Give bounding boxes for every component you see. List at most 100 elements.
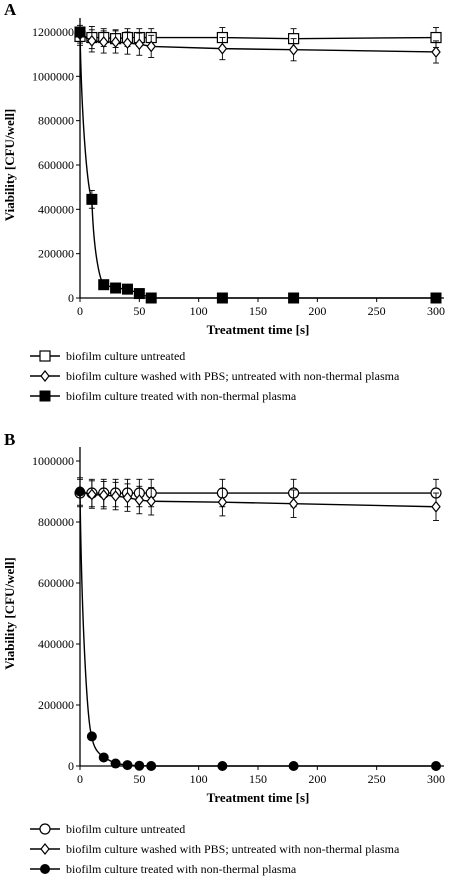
data-point (75, 486, 85, 497)
data-point (430, 292, 442, 304)
y-tick-label: 200000 (38, 247, 74, 261)
series-line (79, 35, 437, 40)
legend-swatch (30, 823, 60, 835)
y-tick-label: 600000 (38, 576, 74, 590)
legend-label: biofilm culture washed with PBS; untreat… (66, 841, 400, 856)
data-point (87, 34, 97, 47)
legend-item: biofilm culture washed with PBS; untreat… (30, 839, 399, 859)
y-axis-title: Viability [CFU/well] (2, 109, 17, 222)
legend-swatch (30, 350, 60, 362)
legend-item: biofilm culture treated with non-thermal… (30, 386, 399, 406)
series-line (79, 33, 437, 53)
legend-label: biofilm culture treated with non-thermal… (66, 388, 297, 403)
data-point (122, 37, 133, 50)
legend-item: biofilm culture washed with PBS; untreat… (30, 366, 399, 386)
series-2 (75, 486, 441, 771)
legend-item: biofilm culture untreated (30, 819, 399, 839)
panel-a-label: A (4, 0, 17, 19)
y-axis-title: Viability [CFU/well] (2, 557, 17, 670)
legend-swatch (30, 370, 60, 382)
data-point (217, 761, 228, 771)
legend-swatch (30, 864, 60, 874)
x-tick-label: 250 (368, 772, 386, 786)
series-line (79, 490, 437, 508)
legend-label: biofilm culture washed with PBS; untreat… (66, 368, 400, 383)
plot-0: 0 200000 400000 600000 800000 1000000 1200000 0… (2, 18, 445, 337)
x-tick-label: 50 (133, 304, 145, 318)
series-line (79, 491, 436, 767)
data-point (74, 26, 86, 38)
legend-item: biofilm culture untreated (30, 346, 399, 366)
data-point (431, 500, 441, 513)
legend-marker (40, 370, 50, 382)
y-tick-label: 0 (68, 759, 74, 773)
data-point (86, 731, 97, 742)
y-tick-label: 1000000 (32, 454, 74, 468)
data-point (217, 42, 228, 55)
data-point (110, 36, 121, 48)
y-tick-label: 1000000 (32, 69, 74, 83)
panel-b-label: B (4, 430, 16, 449)
series-2 (74, 26, 442, 304)
x-tick-label: 300 (427, 304, 445, 318)
y-tick-label: 600000 (38, 158, 74, 172)
data-point (288, 43, 299, 56)
x-tick-label: 50 (133, 772, 145, 786)
x-axis-title: Treatment time [s] (207, 790, 310, 805)
data-point (146, 495, 156, 508)
data-point (431, 45, 441, 58)
series-1 (75, 477, 441, 521)
x-axis-title: Treatment time [s] (207, 322, 310, 337)
legend-swatch (30, 390, 60, 402)
data-point (134, 38, 145, 51)
x-tick-label: 200 (308, 772, 326, 786)
y-tick-label: 400000 (38, 202, 74, 216)
x-tick-label: 150 (249, 772, 267, 786)
data-point (134, 494, 145, 507)
legend-label: biofilm culture treated with non-thermal… (66, 861, 297, 876)
data-point (288, 761, 299, 771)
x-tick-label: 150 (249, 304, 267, 318)
data-point (98, 752, 109, 763)
legend-swatch (30, 843, 60, 855)
data-point (98, 279, 110, 291)
data-point (86, 193, 98, 205)
x-tick-label: 200 (308, 304, 326, 318)
legend-a: biofilm culture untreated biofilm culture… (30, 346, 399, 406)
legend-marker (39, 390, 51, 402)
data-point (146, 761, 157, 771)
legend-b: biofilm culture untreated biofilm culture… (30, 819, 399, 879)
data-point (110, 282, 122, 294)
series-1 (75, 24, 441, 64)
plot-1: 0 200000 400000 600000 800000 1000000 0 50 100 15… (2, 447, 445, 805)
legend-marker (39, 350, 51, 362)
y-tick-label: 0 (68, 291, 74, 305)
legend-marker (39, 823, 51, 835)
data-point (122, 760, 133, 771)
x-tick-label: 250 (368, 304, 386, 318)
data-point (217, 496, 228, 509)
data-point (216, 292, 228, 304)
data-point (122, 491, 133, 504)
legend-item: biofilm culture treated with non-thermal… (30, 859, 399, 879)
data-point (98, 36, 109, 48)
data-point (134, 760, 145, 771)
data-point (87, 488, 97, 501)
x-tick-label: 100 (190, 772, 208, 786)
legend-marker (40, 843, 50, 855)
x-tick-label: 100 (190, 304, 208, 318)
y-tick-label: 800000 (38, 515, 74, 529)
data-point (431, 761, 441, 771)
y-tick-label: 1200000 (32, 25, 74, 39)
data-point (133, 288, 145, 300)
data-point (288, 292, 300, 304)
data-point (121, 283, 133, 295)
data-point (110, 758, 121, 769)
data-point (146, 40, 156, 53)
data-point (145, 292, 157, 304)
y-tick-label: 200000 (38, 698, 74, 712)
legend-label: biofilm culture untreated (66, 348, 186, 363)
series-line (79, 31, 436, 299)
legend-label: biofilm culture untreated (66, 821, 186, 836)
